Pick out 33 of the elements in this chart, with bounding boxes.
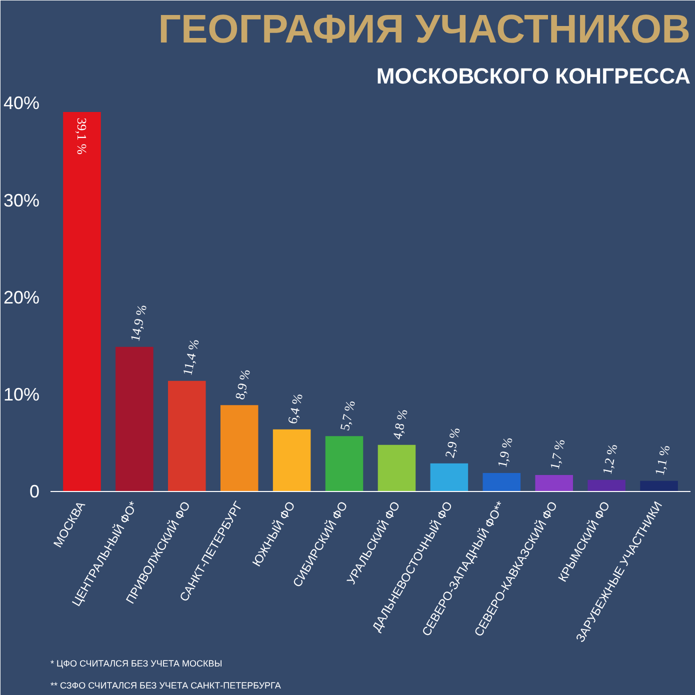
chart-title: ГЕОГРАФИЯ УЧАСТНИКОВ xyxy=(158,8,691,52)
text: ** СЗФО СЧИТАЛСЯ БЕЗ УЧЕТА САНКТ-ПЕТЕРБУРГА xyxy=(50,680,281,690)
y-tick-label: 0 xyxy=(29,482,40,502)
data-label: 1,9 % xyxy=(494,436,516,469)
bar xyxy=(588,480,626,492)
bar xyxy=(378,444,416,492)
y-tick-label: 10% xyxy=(3,384,40,404)
bar xyxy=(325,436,364,492)
bar xyxy=(535,475,573,492)
chart-subtitle: МОСКОВСКОГО КОНГРЕССА xyxy=(376,64,691,88)
bar xyxy=(116,346,154,492)
data-label: 2,9 % xyxy=(442,426,463,460)
data-label: 1,2 % xyxy=(599,442,620,476)
bar xyxy=(220,405,258,492)
y-tick-label: 20% xyxy=(3,287,40,308)
y-tick-label: 40% xyxy=(3,93,40,114)
bar xyxy=(168,380,206,492)
data-label: 39,1 % xyxy=(74,118,90,155)
data-label: 1,7 % xyxy=(546,438,568,471)
bar xyxy=(640,480,678,492)
data-label: 14,9 % xyxy=(127,303,150,343)
y-tick-label: 30% xyxy=(3,190,40,210)
data-label: 8,9 % xyxy=(232,368,254,401)
bar xyxy=(482,473,521,492)
bar xyxy=(430,463,468,492)
bar xyxy=(272,429,311,492)
text: * ЦФО СЧИТАЛСЯ БЕЗ УЧЕТА МОСКВЫ xyxy=(50,658,222,668)
data-label: 6,4 % xyxy=(284,392,306,426)
data-label: 5,7 % xyxy=(336,398,358,432)
data-label: 11,4 % xyxy=(180,338,202,377)
data-label: 4,8 % xyxy=(389,408,410,441)
data-label: 1,1 % xyxy=(652,444,673,477)
bar xyxy=(63,112,101,492)
